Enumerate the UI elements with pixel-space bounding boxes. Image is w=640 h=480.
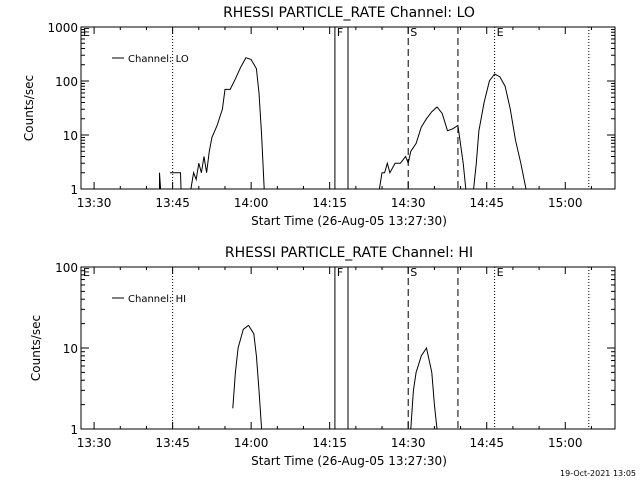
hi-x-tick-label: 14:30 [391, 436, 426, 450]
hi-ticks: 13:30 13:45 14:00 14:15 14:30 14:45 15:00 1 10 10… [55, 261, 615, 450]
hi-marker-label: S [410, 266, 417, 279]
hi-x-tick-label: 13:30 [77, 436, 112, 450]
hi-series-line-segment [410, 346, 438, 430]
lo-x-tick-label: 15:00 [548, 196, 583, 210]
lo-chart-title: RHESSI PARTICLE_RATE Channel: LO [223, 5, 475, 21]
lo-x-tick-label: 14:30 [391, 196, 426, 210]
lo-marker-label: E [497, 26, 504, 39]
lo-y-tick-label: 1 [70, 183, 78, 197]
lo-legend-label: Channel: LO [128, 54, 189, 65]
hi-series [232, 324, 438, 430]
lo-y-tick-label: 100 [55, 75, 78, 89]
hi-marker-label: E [497, 266, 504, 279]
hi-channel-panel: RHESSI PARTICLE_RATE Channel: HI Start T… [29, 245, 616, 468]
hi-chart-title: RHESSI PARTICLE_RATE Channel: HI [225, 245, 473, 261]
lo-x-tick-label: 14:45 [469, 196, 504, 210]
lo-y-axis-label: Counts/sec [22, 75, 36, 141]
hi-marker-label: E [83, 266, 90, 279]
lo-series-line-segment [170, 172, 182, 190]
lo-marker-label: S [410, 26, 417, 39]
lo-x-tick-label: 13:45 [155, 196, 190, 210]
lo-ticks: 13:30 13:45 14:00 14:15 14:30 14:45 15:00 1 10 10… [47, 21, 615, 210]
hi-marker-label: F [337, 266, 343, 279]
hi-y-tick-label: 1 [70, 423, 78, 437]
lo-x-tick-label: 14:15 [312, 196, 347, 210]
lo-series-line-segment [190, 57, 265, 190]
lo-x-axis-label: Start Time (26-Aug-05 13:27:30) [251, 214, 447, 228]
lo-x-tick-label: 14:00 [234, 196, 269, 210]
hi-x-axis-label: Start Time (26-Aug-05 13:27:30) [251, 454, 447, 468]
lo-channel-panel: RHESSI PARTICLE_RATE Channel: LO Start T… [22, 5, 616, 228]
hi-y-tick-label: 100 [55, 261, 78, 275]
lo-series-line-segment [473, 73, 527, 190]
lo-y-tick-label: 10 [63, 129, 78, 143]
lo-marker-label: F [337, 26, 343, 39]
lo-x-tick-label: 13:30 [77, 196, 112, 210]
lo-y-tick-label: 1000 [47, 21, 78, 35]
hi-series-line-segment [232, 324, 263, 430]
render-timestamp: 19-Oct-2021 13:05 [560, 469, 636, 478]
hi-x-tick-label: 13:45 [155, 436, 190, 450]
lo-series-line-segment [159, 172, 162, 190]
hi-x-tick-label: 15:00 [548, 436, 583, 450]
hi-x-tick-label: 14:15 [312, 436, 347, 450]
hi-y-tick-label: 10 [63, 342, 78, 356]
hi-legend-label: Channel: HI [128, 294, 186, 305]
hi-y-axis-label: Counts/sec [29, 315, 43, 381]
hi-x-tick-label: 14:45 [469, 436, 504, 450]
lo-series [159, 57, 527, 190]
lo-series-line-segment [378, 106, 467, 190]
hi-x-tick-label: 14:00 [234, 436, 269, 450]
lo-marker-label: E [83, 26, 90, 39]
